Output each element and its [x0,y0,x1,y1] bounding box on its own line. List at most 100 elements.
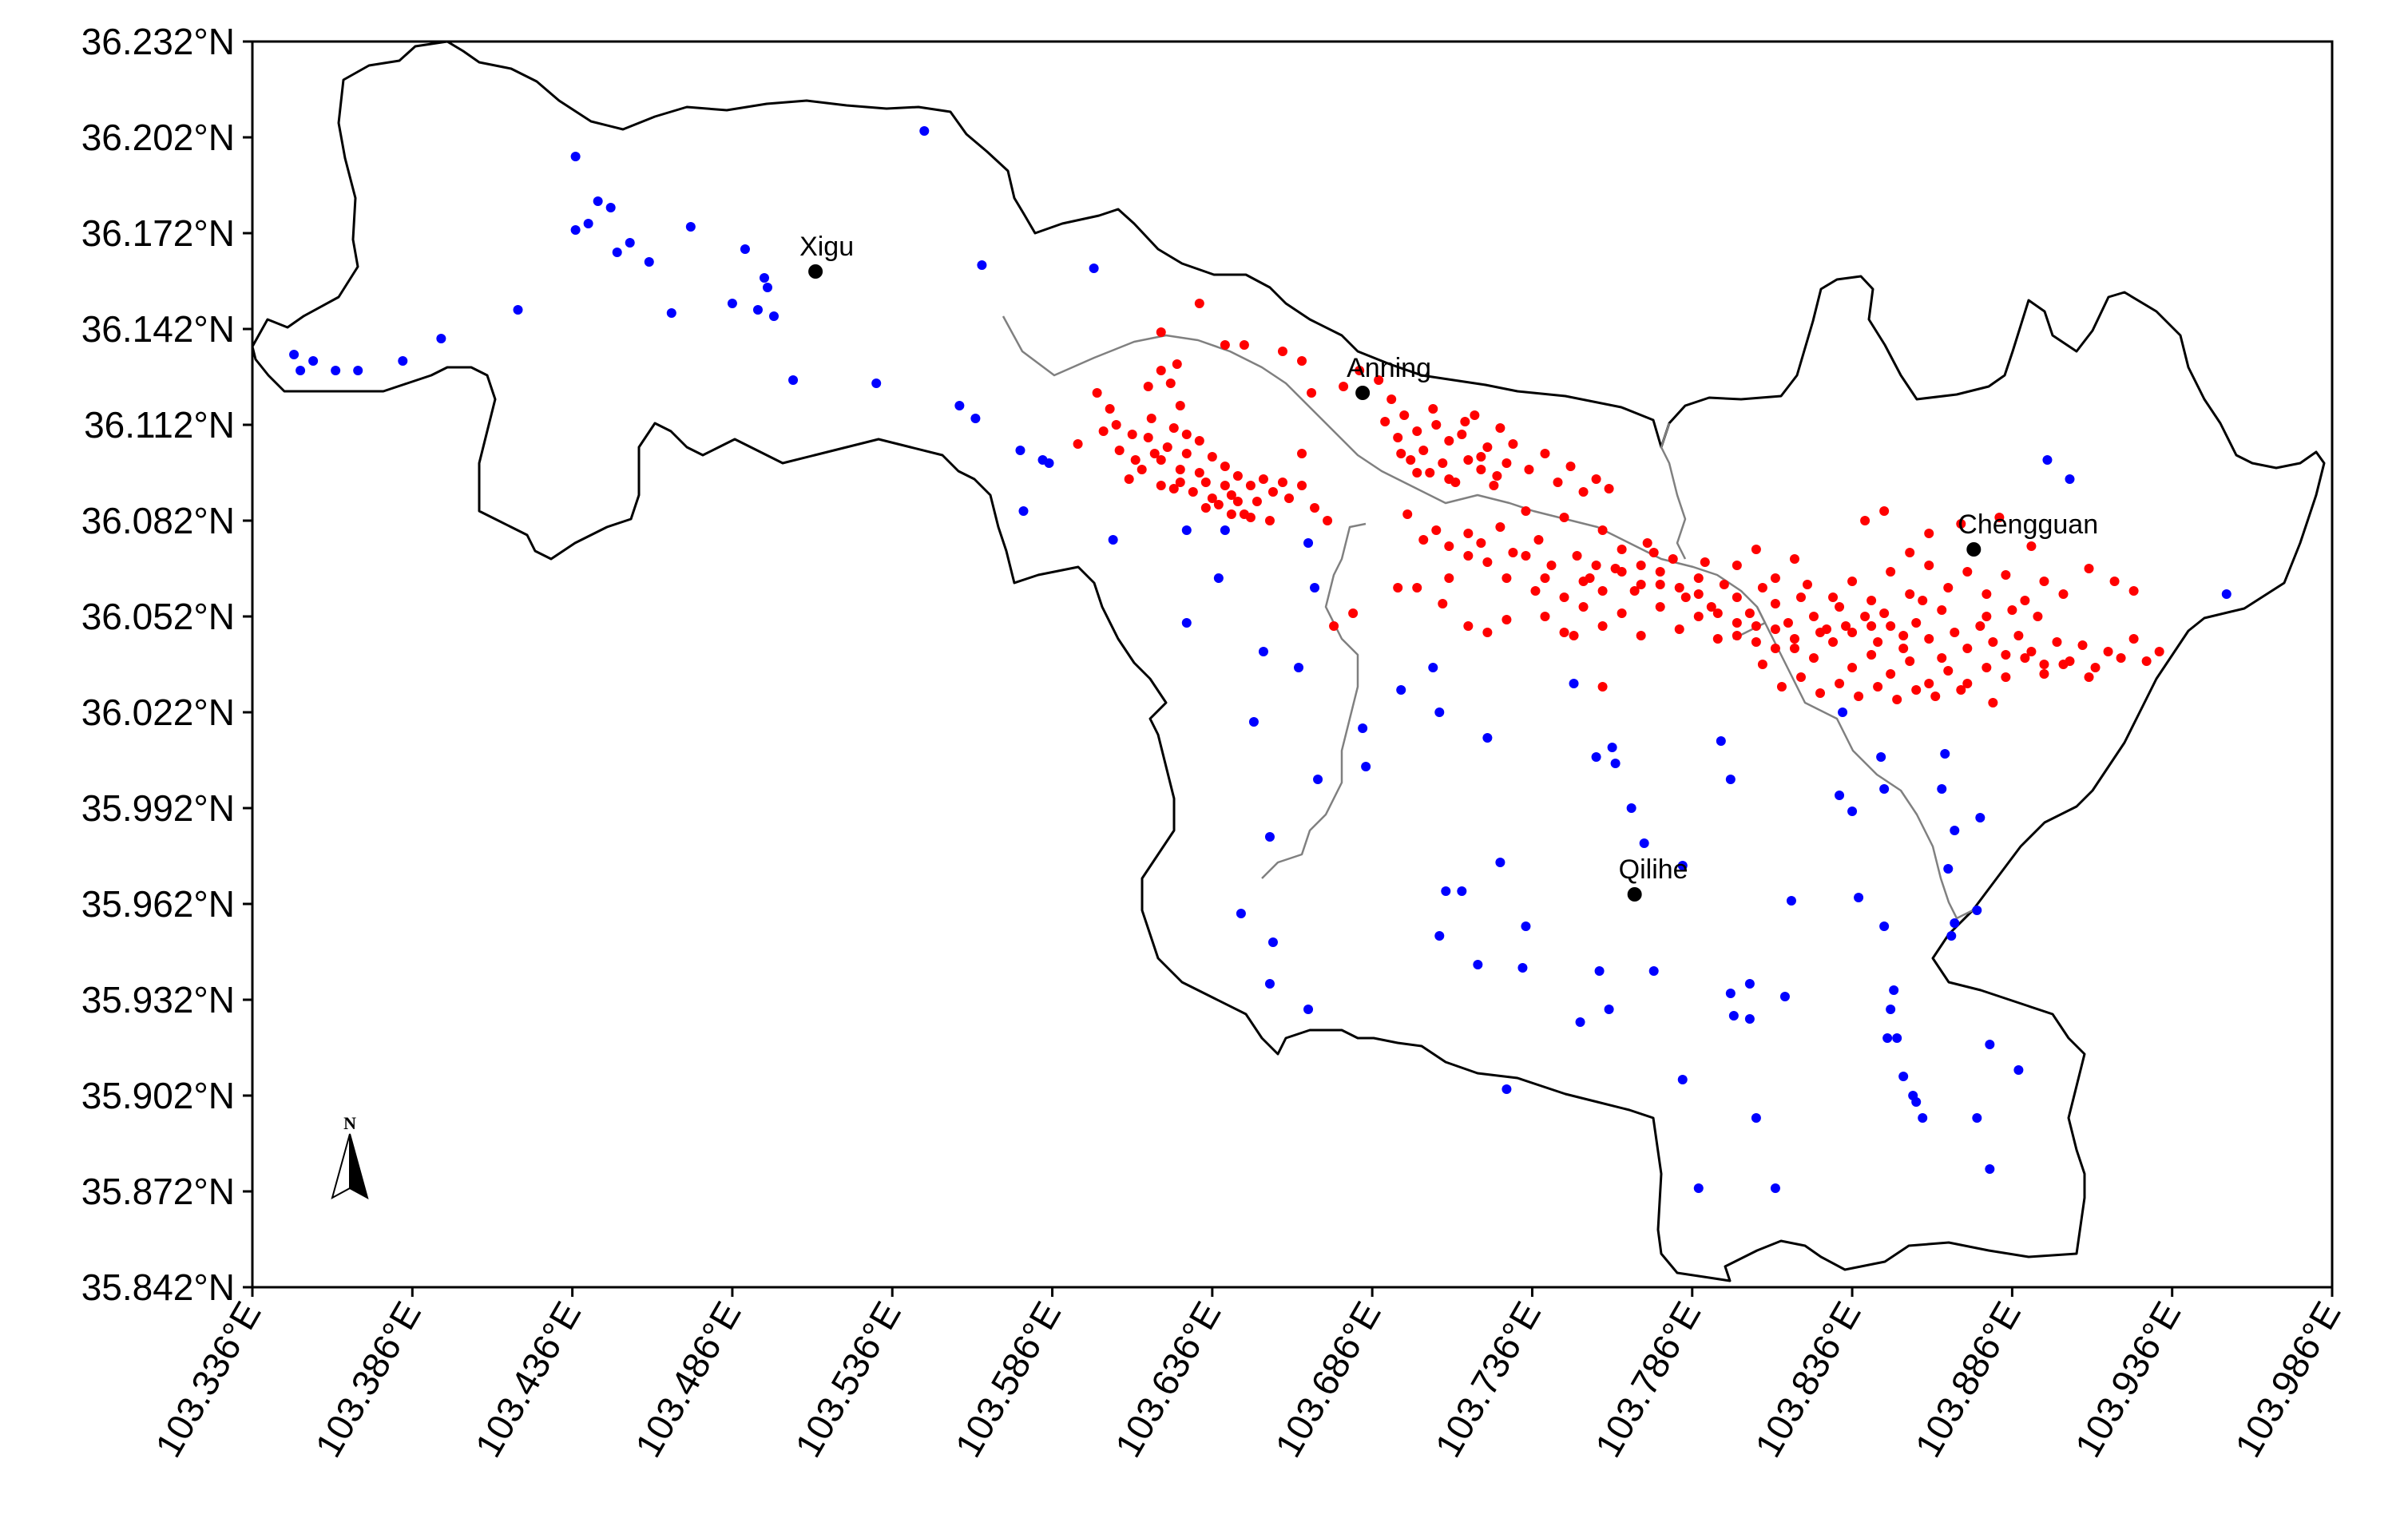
red-point [1680,593,1691,602]
red-point [2077,640,2088,650]
blue-point [1882,1033,1893,1043]
red-point [1508,439,1518,449]
red-point [2128,586,2139,596]
red-point [1540,612,1550,621]
y-tick-label: 35.902°N [81,1075,235,1116]
red-point [1597,525,1608,535]
blue-point [612,248,622,257]
red-point [1828,593,1839,602]
red-point [1460,417,1470,426]
red-point [2001,570,2011,580]
blue-point [977,260,987,270]
blue-point [1985,1040,1995,1049]
blue-point [1044,458,1054,468]
red-point [1323,516,1333,525]
blue-point [1294,663,1304,672]
blue-point [1303,1005,1314,1014]
blue-point [1018,506,1029,516]
red-point [2052,637,2062,647]
blue-point [1716,736,1726,746]
blue-point [353,366,363,375]
y-tick-label: 36.022°N [81,692,235,733]
red-point [1146,414,1156,423]
red-point [1220,462,1230,471]
red-point [1732,593,1742,602]
red-point [1783,618,1793,628]
blue-point [1911,1097,1922,1107]
red-point [1911,618,1922,628]
red-point [1207,452,1217,462]
red-point [1719,580,1729,589]
outer-boundary [251,40,2326,1282]
red-point [2154,647,2164,656]
blue-point [1879,784,1890,794]
red-point [1406,455,1416,465]
red-point [1597,621,1608,631]
red-point [1770,644,1780,653]
red-point [1127,430,1137,439]
place-dot [1355,386,1371,400]
red-point [1937,653,1947,663]
red-point [1245,513,1256,522]
red-point [1412,583,1422,593]
blue-point [666,308,676,318]
red-point [1937,605,1947,615]
red-point [1866,621,1877,631]
red-point [1194,299,1204,308]
red-point [1444,474,1454,484]
red-point [1310,503,1320,513]
blue-point [1358,723,1368,733]
red-point [1457,430,1467,439]
red-point [1502,615,1512,624]
red-point [2141,656,2152,666]
red-point [1181,430,1192,439]
red-point [1943,583,1954,593]
red-point [1521,551,1531,561]
north-arrow-right [349,1133,369,1200]
red-point [1617,545,1627,554]
red-point [1156,366,1166,375]
red-point [1591,561,1601,570]
red-point [1847,577,1858,586]
red-point [1092,388,1102,398]
blue-point [1677,1075,1688,1084]
red-point [1565,462,1576,471]
blue-point [1594,966,1605,976]
red-point [1668,554,1678,564]
blue-point [296,366,306,375]
blue-point [759,273,769,283]
blue-point [1786,896,1796,906]
red-point [1431,420,1442,430]
blue-point [1089,264,1099,273]
y-tick-label: 36.142°N [81,308,235,350]
red-point [1795,672,1806,682]
blue-point [2221,589,2231,599]
red-point [1393,433,1403,442]
red-point [1339,382,1349,391]
red-point [1815,628,1826,637]
red-point [1258,474,1268,484]
blue-point [1918,1113,1928,1123]
red-point [1200,503,1211,513]
blue-point [1267,937,1278,947]
blue-point [1898,1072,1909,1081]
red-point [1130,455,1141,465]
anning-qilihe-boundary [1261,522,1367,879]
red-point [1809,612,1819,621]
red-point [1348,608,1359,618]
blue-point [1725,775,1736,784]
red-point [2026,541,2037,551]
red-point [1892,695,1902,704]
red-point [1898,644,1909,653]
red-point [1476,538,1486,548]
blue-point [1517,963,1528,973]
red-point [1924,679,1934,688]
blue-point [1693,1183,1704,1193]
red-point [1578,602,1589,612]
red-point [2039,669,2049,679]
red-point [1655,580,1665,589]
blue-point [740,244,750,254]
red-point [1706,602,1716,612]
blue-point [1569,679,1579,688]
